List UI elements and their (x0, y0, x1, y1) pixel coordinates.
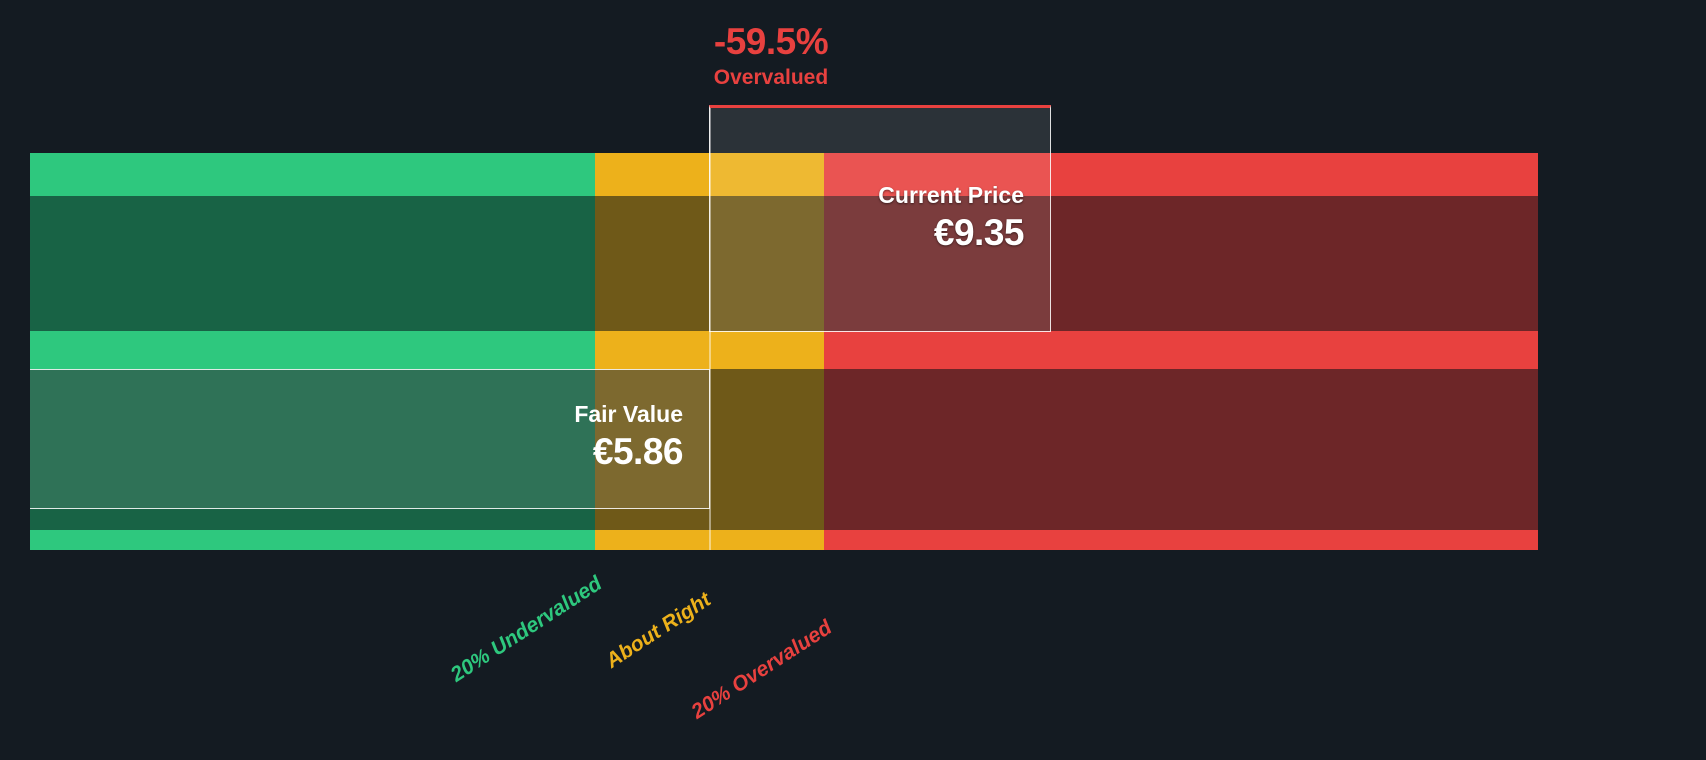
fair-value-amount: €5.86 (592, 431, 684, 473)
fair-value-bar[interactable]: Fair Value €5.86 (30, 369, 710, 509)
current-price-bar[interactable]: Current Price €9.35 (709, 105, 1051, 332)
bar-row-shade-fair (30, 369, 1538, 530)
bar-row-shade-current (30, 196, 1538, 331)
axis-label-undervalued: 20% Undervalued (446, 571, 606, 687)
chart-plate (30, 105, 1538, 550)
valuation-summary: -59.5% Overvalued (606, 22, 936, 93)
about-right-divider (709, 105, 711, 550)
current-price-amount: €9.35 (933, 211, 1025, 253)
current-price-label: Current Price (878, 181, 1024, 208)
valuation-verdict: Overvalued (713, 65, 829, 89)
fair-value-label: Fair Value (574, 401, 683, 428)
valuation-percent: -59.5% (713, 21, 829, 62)
axis-labels: 20% Undervalued About Right 20% Overvalu… (0, 552, 1706, 760)
